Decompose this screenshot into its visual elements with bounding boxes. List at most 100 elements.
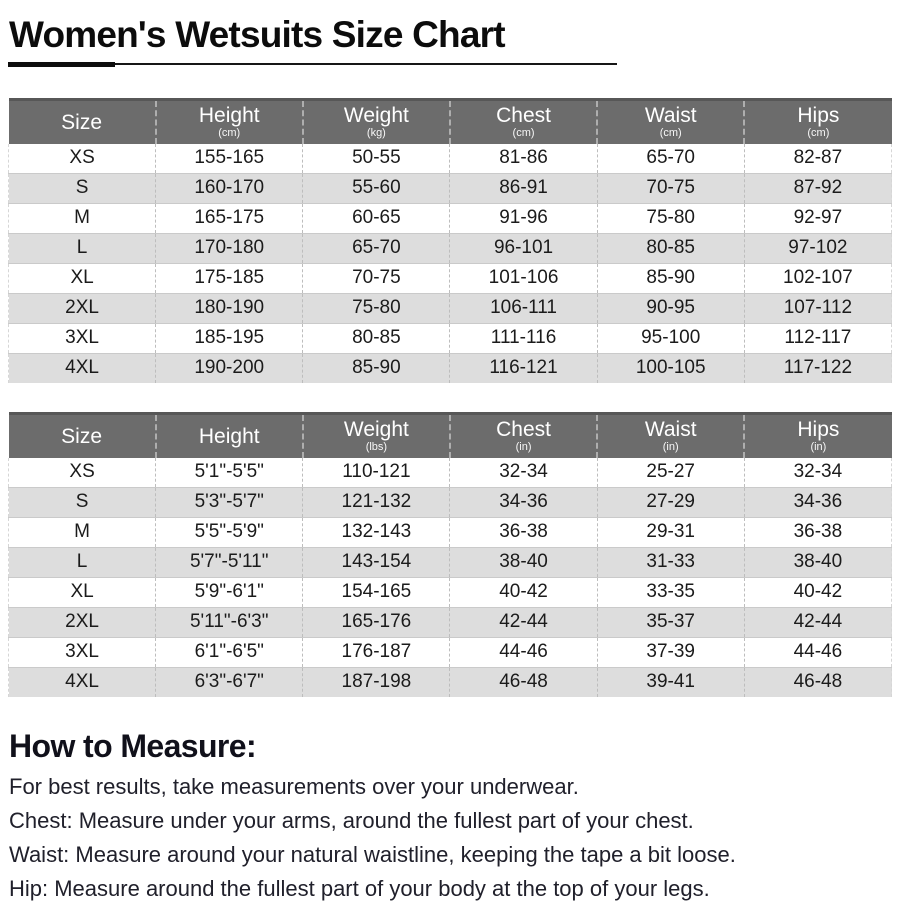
- value-cell: 165-175: [155, 202, 303, 234]
- column-header-unit: (in): [662, 441, 679, 454]
- column-header-unit: (cm): [807, 127, 830, 140]
- value-cell: 117-122: [743, 352, 893, 383]
- value-cell: 180-190: [155, 292, 303, 324]
- table-row-2xl: 2XL 5'11"-6'3" 165-176 42-44 35-37 42-44: [7, 606, 893, 638]
- value-cell: 170-180: [155, 232, 303, 264]
- size-cell: 4XL: [7, 352, 156, 383]
- value-cell: 116-121: [449, 352, 598, 383]
- value-cell: 42-44: [449, 606, 598, 638]
- column-header-label: Weight: [343, 418, 409, 442]
- size-cell: L: [7, 232, 156, 264]
- header-row: Size Height (cm) Weight (kg) Chest (cm) Waist (c…: [8, 97, 892, 144]
- column-header-waist: Waist (in): [596, 411, 745, 458]
- column-header-label: Waist: [644, 418, 697, 442]
- value-cell: 80-85: [302, 322, 450, 354]
- value-cell: 42-44: [743, 606, 893, 638]
- underline-thin-segment: [115, 63, 617, 66]
- value-cell: 75-80: [596, 202, 745, 234]
- page-title: Women's Wetsuits Size Chart: [9, 14, 506, 55]
- value-cell: 100-105: [596, 352, 745, 383]
- column-header-label: Weight: [343, 104, 409, 128]
- column-header-height: Height: [154, 411, 303, 458]
- measure-line-hip: Hip: Measure around the fullest part of …: [9, 876, 710, 902]
- column-header-unit: (cm): [218, 127, 241, 140]
- column-header-label: Size: [61, 424, 102, 448]
- value-cell: 29-31: [596, 516, 745, 548]
- value-cell: 81-86: [449, 143, 598, 174]
- table-row-xl: XL 175-185 70-75 101-106 85-90 102-107: [7, 262, 893, 294]
- value-cell: 55-60: [302, 172, 450, 204]
- column-header-size: Size: [8, 97, 156, 144]
- value-cell: 102-107: [743, 262, 893, 294]
- value-cell: 25-27: [596, 457, 745, 488]
- table-row-4xl: 4XL 6'3"-6'7" 187-198 46-48 39-41 46-48: [7, 666, 893, 697]
- value-cell: 6'3"-6'7": [155, 666, 303, 697]
- column-header-label: Size: [61, 110, 102, 134]
- value-cell: 96-101: [449, 232, 598, 264]
- column-header-label: Hips: [797, 418, 840, 442]
- size-cell: XL: [7, 262, 156, 294]
- size-table-metric: Size Height (cm) Weight (kg) Chest (cm) Waist (c…: [7, 97, 893, 383]
- value-cell: 85-90: [596, 262, 745, 294]
- value-cell: 80-85: [596, 232, 745, 264]
- value-cell: 91-96: [449, 202, 598, 234]
- table-row-m: M 5'5"-5'9" 132-143 36-38 29-31 36-38: [7, 516, 893, 548]
- table-row-xl: XL 5'9"-6'1" 154-165 40-42 33-35 40-42: [7, 576, 893, 608]
- value-cell: 6'1"-6'5": [155, 636, 303, 668]
- value-cell: 101-106: [449, 262, 598, 294]
- table-row-3xl: 3XL 6'1"-6'5" 176-187 44-46 37-39 44-46: [7, 636, 893, 668]
- column-header-unit: (in): [515, 441, 532, 454]
- size-cell: XS: [7, 143, 156, 174]
- value-cell: 39-41: [596, 666, 745, 697]
- table-row-s: S 160-170 55-60 86-91 70-75 87-92: [7, 172, 893, 204]
- value-cell: 154-165: [302, 576, 450, 608]
- value-cell: 5'9"-6'1": [155, 576, 303, 608]
- value-cell: 44-46: [743, 636, 893, 668]
- column-header-hips: Hips (in): [743, 411, 892, 458]
- value-cell: 160-170: [155, 172, 303, 204]
- column-header-waist: Waist (cm): [596, 97, 745, 144]
- column-header-unit: (kg): [366, 127, 386, 140]
- table-row-l: L 170-180 65-70 96-101 80-85 97-102: [7, 232, 893, 264]
- column-header-weight: Weight (kg): [301, 97, 450, 144]
- value-cell: 165-176: [302, 606, 450, 638]
- value-cell: 32-34: [743, 457, 893, 488]
- table-row-xs: XS 155-165 50-55 81-86 65-70 82-87: [7, 143, 893, 174]
- value-cell: 70-75: [596, 172, 745, 204]
- value-cell: 32-34: [449, 457, 598, 488]
- value-cell: 95-100: [596, 322, 745, 354]
- size-cell: 2XL: [7, 606, 156, 638]
- table-row-l: L 5'7"-5'11" 143-154 38-40 31-33 38-40: [7, 546, 893, 578]
- how-to-measure-heading: How to Measure:: [9, 727, 257, 764]
- value-cell: 5'5"-5'9": [155, 516, 303, 548]
- value-cell: 176-187: [302, 636, 450, 668]
- size-cell: 2XL: [7, 292, 156, 324]
- value-cell: 143-154: [302, 546, 450, 578]
- value-cell: 44-46: [449, 636, 598, 668]
- header-row: Size Height Weight (lbs) Chest (in) Waist (in) H…: [8, 411, 892, 458]
- measure-line-waist: Waist: Measure around your natural waist…: [9, 842, 736, 868]
- how-to-measure-section: How to Measure: For best results, take m…: [9, 727, 900, 902]
- column-header-unit: (in): [810, 441, 827, 454]
- column-header-chest: Chest (cm): [448, 97, 598, 144]
- value-cell: 87-92: [743, 172, 893, 204]
- value-cell: 110-121: [302, 457, 450, 488]
- value-cell: 40-42: [743, 576, 893, 608]
- value-cell: 132-143: [302, 516, 450, 548]
- column-header-weight: Weight (lbs): [301, 411, 450, 458]
- size-chart-page: Women's Wetsuits Size Chart Size Height (c…: [0, 14, 900, 902]
- value-cell: 33-35: [596, 576, 745, 608]
- size-cell: 3XL: [7, 636, 156, 668]
- value-cell: 5'1"-5'5": [155, 457, 303, 488]
- value-cell: 37-39: [596, 636, 745, 668]
- size-cell: 4XL: [7, 666, 156, 697]
- column-header-label: Chest: [496, 418, 551, 442]
- table-row-xs: XS 5'1"-5'5" 110-121 32-34 25-27 32-34: [7, 457, 893, 488]
- value-cell: 5'11"-6'3": [155, 606, 303, 638]
- value-cell: 75-80: [302, 292, 450, 324]
- value-cell: 35-37: [596, 606, 745, 638]
- title-underline: [8, 61, 617, 67]
- value-cell: 46-48: [743, 666, 893, 697]
- table-row-4xl: 4XL 190-200 85-90 116-121 100-105 117-122: [7, 352, 893, 383]
- column-header-chest: Chest (in): [448, 411, 598, 458]
